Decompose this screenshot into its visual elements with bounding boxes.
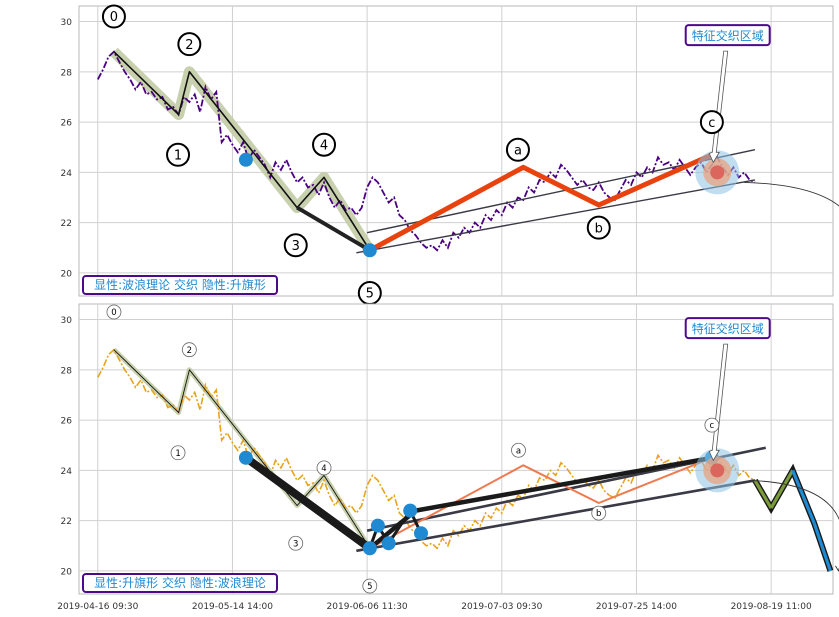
plot-frame — [78, 5, 834, 297]
wave-label-circle — [101, 4, 126, 29]
y-tick-label: 24 — [61, 169, 73, 179]
pivot-node-marker — [362, 243, 377, 258]
wave-label-text: 3 — [293, 539, 298, 549]
wave-label-text: 1 — [174, 148, 182, 163]
wave-label-text: 0 — [111, 308, 116, 318]
projection-zigzag-segment — [769, 469, 795, 509]
y-tick-label: 28 — [61, 68, 73, 78]
wave-label-text: 3 — [292, 239, 300, 254]
wave-label-circle — [362, 578, 378, 594]
wave-label-text: 5 — [367, 582, 372, 592]
projection-zigzag-segment — [791, 469, 816, 524]
wave-label-circle — [177, 32, 202, 57]
plot-frame — [78, 303, 834, 595]
feature-pointer-arrow — [708, 343, 729, 462]
projection-zigzag-segment — [753, 479, 773, 509]
abc-label-text: b — [595, 221, 603, 236]
price-series-line — [97, 50, 756, 252]
pattern-label-text: 显性:升旗形 交织 隐性:波浪理论 — [94, 575, 266, 590]
projection-arc — [744, 181, 839, 207]
pivot-node-marker — [362, 541, 377, 556]
y-tick-label: 28 — [61, 366, 73, 376]
abc-label-circle — [586, 215, 611, 240]
abc-label-text: b — [596, 509, 601, 519]
y-tick-label: 30 — [61, 18, 73, 28]
y-tick-label: 30 — [61, 316, 73, 326]
abc-label-circle — [704, 417, 720, 433]
x-tick-label: 2019-04-16 09:30 — [57, 602, 138, 612]
highlight-glow-inner — [710, 165, 725, 180]
wave-label-text: 1 — [175, 449, 180, 459]
abc-label-circle — [505, 137, 530, 162]
wave-label-text: 4 — [321, 464, 326, 474]
abc-label-circle — [511, 442, 526, 458]
y-tick-label: 26 — [61, 417, 73, 427]
wave-label-circle — [170, 445, 186, 461]
abc-label-circle — [699, 110, 724, 135]
pivot-node-marker — [370, 518, 385, 533]
abc-label-text: a — [514, 143, 522, 158]
highlight-glow-inner — [710, 463, 725, 478]
elliott-wave-line — [113, 51, 371, 251]
x-tick-label: 2019-07-03 09:30 — [461, 602, 542, 612]
wave-label-text: 2 — [185, 38, 193, 53]
projection-arc — [749, 479, 839, 572]
wave-label-text: 5 — [366, 287, 374, 302]
elliott-wave-heavy-leg — [296, 205, 371, 253]
feature-region-label: 特征交织区域 — [692, 28, 764, 43]
wave-label-circle — [288, 535, 304, 551]
wave-label-text: 0 — [110, 10, 118, 25]
flag-pole-leg — [241, 453, 374, 553]
projection-arrowhead — [835, 565, 839, 572]
y-tick-label: 26 — [61, 119, 73, 129]
x-tick-label: 2019-06-06 11:30 — [327, 602, 408, 612]
wave-label-circle — [106, 304, 122, 320]
wave-label-text: 2 — [187, 346, 192, 356]
y-tick-label: 22 — [61, 517, 72, 527]
pivot-node-marker — [403, 503, 418, 518]
wave-label-circle — [181, 342, 197, 358]
abc-label-circle — [591, 505, 607, 521]
abc-wave-line — [368, 152, 713, 253]
pivot-node-marker — [238, 152, 253, 167]
projection-zigzag-segment — [812, 522, 832, 572]
abc-label-text: c — [710, 421, 715, 431]
pattern-label-text: 显性:波浪理论 交织 隐性:升旗形 — [94, 277, 266, 292]
pivot-node-marker — [413, 526, 428, 541]
y-tick-label: 20 — [61, 567, 73, 577]
top-chart-panel: 30 28 26 24 22 20 特征交织区域 0 1 2 3 4 5 a b c 显性:波浪理论 交织 隐性… — [61, 4, 839, 306]
y-tick-label: 20 — [61, 269, 73, 279]
feature-region-box — [684, 24, 771, 47]
y-tick-label: 24 — [61, 467, 73, 477]
wave-label-circle — [312, 132, 337, 157]
x-tick-label: 2019-08-19 11:00 — [731, 602, 812, 612]
flag-channel-line — [356, 179, 756, 254]
abc-label-text: a — [516, 446, 521, 456]
abc-label-text: c — [708, 116, 715, 131]
wave-label-circle — [166, 142, 191, 167]
wave-label-circle — [283, 233, 308, 258]
feature-region-label: 特征交织区域 — [692, 321, 764, 336]
pivot-node-marker — [238, 450, 253, 465]
feature-pointer-arrow — [708, 50, 729, 164]
pivot-node-marker — [381, 536, 396, 551]
feature-region-box — [684, 317, 771, 340]
wave-label-text: 4 — [320, 138, 328, 153]
x-tick-label: 2019-05-14 14:00 — [192, 602, 273, 612]
x-tick-label: 2019-07-25 14:00 — [596, 602, 677, 612]
y-tick-label: 22 — [61, 219, 72, 229]
pattern-label-box — [82, 275, 278, 295]
wave-label-circle — [316, 460, 332, 476]
pattern-label-box — [82, 573, 278, 593]
elliott-wave-line — [113, 349, 371, 549]
